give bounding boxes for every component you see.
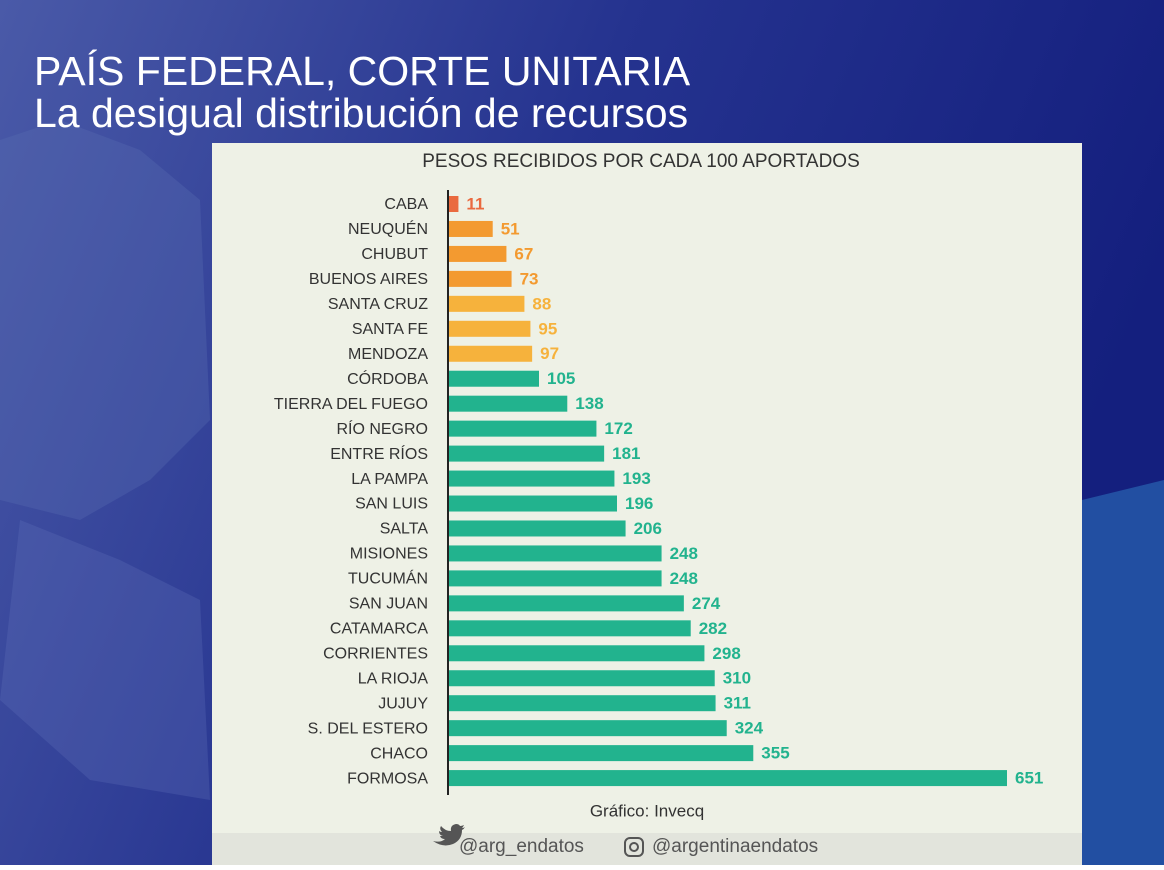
bar	[449, 445, 605, 462]
bar	[449, 270, 512, 287]
category-label: ENTRE RÍOS	[330, 444, 428, 463]
value-label: 282	[699, 619, 727, 638]
value-label: 324	[735, 719, 764, 738]
category-label: CATAMARCA	[330, 621, 428, 638]
title: PAÍS FEDERAL, CORTE UNITARIA	[34, 48, 691, 94]
map-shape	[0, 520, 210, 800]
category-label: BUENOS AIRES	[309, 271, 428, 288]
bar	[449, 770, 1007, 787]
value-label: 196	[625, 494, 653, 513]
category-label: LA RIOJA	[358, 670, 429, 687]
value-label: 73	[520, 269, 539, 288]
category-label: RÍO NEGRO	[336, 419, 428, 438]
bar	[449, 620, 691, 637]
bar	[449, 196, 459, 212]
bar	[449, 220, 493, 237]
value-label: 311	[724, 694, 751, 713]
bar	[449, 295, 525, 312]
bar	[449, 370, 539, 387]
category-label: LA PAMPA	[351, 471, 428, 488]
category-label: SAN LUIS	[355, 496, 428, 513]
value-label: 172	[604, 419, 632, 438]
value-label: 67	[514, 244, 533, 263]
category-label: CHUBUT	[361, 246, 428, 263]
bar	[449, 320, 531, 337]
value-label: 88	[532, 294, 551, 313]
category-label: TUCUMÁN	[348, 569, 428, 588]
bar	[449, 345, 533, 362]
category-label: MISIONES	[350, 546, 428, 563]
bar	[449, 570, 662, 587]
value-label: 248	[670, 569, 698, 588]
bar	[449, 745, 754, 762]
value-label: 97	[540, 344, 559, 363]
value-label: 95	[538, 319, 557, 338]
category-label: S. DEL ESTERO	[308, 720, 428, 737]
category-label: CÓRDOBA	[347, 369, 428, 388]
bar	[449, 670, 715, 687]
value-label: 51	[501, 219, 520, 238]
category-label: SALTA	[380, 521, 429, 538]
category-label: MENDOZA	[348, 346, 428, 363]
value-label: 310	[723, 669, 751, 688]
bar	[449, 645, 705, 662]
category-label: TIERRA DEL FUEGO	[274, 396, 428, 413]
value-label: 193	[622, 469, 650, 488]
category-label: CHACO	[370, 745, 428, 762]
chart-panel	[212, 143, 1082, 865]
category-label: CORRIENTES	[323, 645, 428, 662]
value-label: 355	[761, 744, 789, 763]
map-shape	[0, 120, 210, 520]
bar	[449, 495, 617, 512]
bar	[449, 245, 507, 262]
bar	[449, 720, 727, 737]
twitter-icon	[433, 824, 465, 846]
chart-title: PESOS RECIBIDOS POR CADA 100 APORTADOS	[422, 151, 860, 172]
value-label: 181	[612, 444, 640, 463]
value-label: 248	[670, 544, 698, 563]
bar	[449, 470, 615, 487]
bar	[449, 545, 662, 562]
map-shape	[1082, 480, 1164, 865]
category-label: JUJUY	[378, 695, 428, 712]
source: Gráfico: Invecq	[590, 801, 704, 820]
value-label: 651	[1015, 769, 1043, 788]
bar	[449, 520, 626, 537]
category-label: CABA	[384, 196, 428, 213]
value-label: 105	[547, 369, 575, 388]
category-label: SANTA CRUZ	[328, 296, 428, 313]
instagram-handle: @argentinaendatos	[652, 836, 818, 857]
subtitle: La desigual distribución de recursos	[34, 90, 688, 136]
value-label: 138	[575, 394, 603, 413]
category-label: SAN JUAN	[349, 596, 428, 613]
value-label: 298	[712, 644, 740, 663]
bar	[449, 420, 597, 437]
value-label: 11	[466, 194, 484, 213]
value-label: 274	[692, 594, 721, 613]
instagram-icon	[624, 837, 644, 857]
bar	[449, 695, 716, 712]
category-label: FORMOSA	[347, 770, 428, 787]
bar	[449, 595, 684, 612]
value-label: 206	[634, 519, 662, 538]
instagram-icon	[629, 842, 639, 852]
footer-band	[212, 833, 1082, 865]
bar	[449, 395, 568, 412]
twitter-handle: @arg_endatos	[459, 836, 584, 857]
category-label: SANTA FE	[352, 321, 428, 338]
category-label: NEUQUÉN	[348, 219, 428, 238]
